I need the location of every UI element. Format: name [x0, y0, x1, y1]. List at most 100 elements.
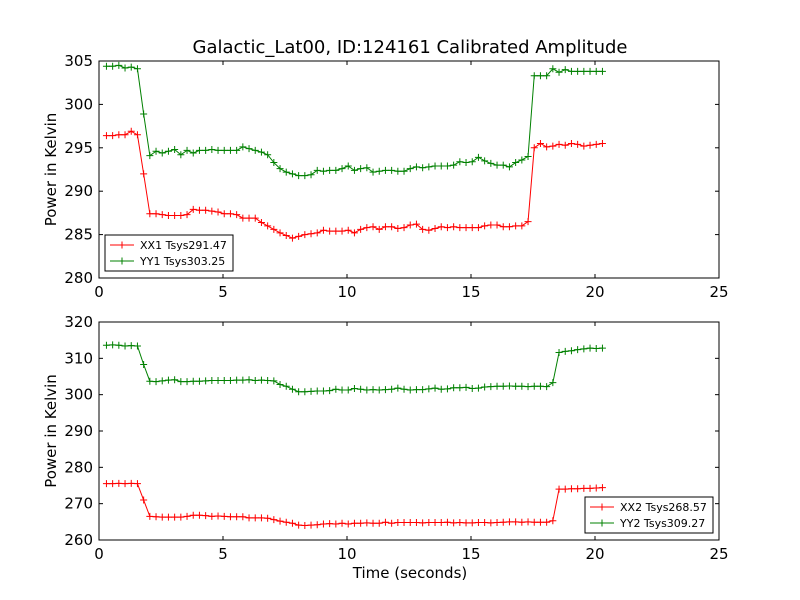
- bottom-series-1-point: [400, 519, 408, 527]
- bottom-series-1-point: [338, 519, 346, 527]
- top-x-tick-label: 0: [94, 283, 104, 301]
- bottom-series-2-point: [499, 382, 507, 390]
- top-series-2-point: [512, 159, 520, 167]
- top-series-1-point: [257, 218, 265, 226]
- bottom-series-2-point: [140, 361, 148, 369]
- top-series-1-point: [338, 227, 346, 235]
- bottom-series-1-point: [425, 519, 433, 527]
- bottom-series-1-point: [518, 518, 526, 526]
- bottom-series-2-point: [400, 385, 408, 393]
- bottom-series-1-point: [109, 480, 117, 488]
- top-series-1-point: [505, 223, 513, 231]
- bottom-series-2-point: [375, 386, 383, 394]
- top-y-tick-label: 290: [64, 182, 93, 200]
- bottom-legend-box: [584, 496, 714, 534]
- bottom-series-2-point: [146, 377, 154, 385]
- bottom-series-1-point: [586, 484, 594, 492]
- bottom-series-2-point: [419, 386, 427, 394]
- bottom-series-1-point: [419, 519, 427, 527]
- top-series-1-point: [264, 222, 272, 230]
- top-series-1-point: [543, 143, 551, 151]
- top-series-2-point: [443, 162, 451, 170]
- bottom-series-1-point: [313, 521, 321, 529]
- bottom-series-2-point: [158, 377, 166, 385]
- bottom-series-1-point: [505, 518, 513, 526]
- bottom-series-1-point: [208, 512, 216, 520]
- bottom-series-1-point: [239, 513, 247, 521]
- top-series-1-point: [214, 208, 222, 216]
- top-series-2-point: [549, 65, 557, 73]
- top-series-1-point: [419, 225, 427, 233]
- top-series-2-point: [567, 67, 575, 75]
- bottom-panel: 0 5 10 15 20 25 260 270 280 290 300 310 320 Power in…: [42, 313, 729, 582]
- bottom-series-2-point: [536, 382, 544, 390]
- top-series-2-point: [239, 143, 247, 151]
- bottom-series-1-point: [561, 485, 569, 493]
- top-series-2-point: [319, 167, 327, 175]
- bottom-series-1-point: [524, 518, 532, 526]
- top-series-1-point: [109, 132, 117, 140]
- top-series-1-point: [561, 141, 569, 149]
- bottom-series-2-point: [524, 383, 532, 391]
- top-series-1-point: [127, 127, 135, 135]
- top-series-1-point: [462, 224, 470, 232]
- bottom-series-2-point: [555, 349, 563, 357]
- bottom-series-1-point: [474, 519, 482, 527]
- top-series-2-point: [270, 159, 278, 167]
- bottom-series-2-point: [152, 378, 160, 386]
- top-series-1-point: [580, 142, 588, 150]
- top-series-2-point: [301, 172, 309, 180]
- top-series-2-point: [164, 147, 172, 155]
- bottom-series-2-point: [574, 346, 582, 354]
- bottom-series-2-point: [239, 376, 247, 384]
- top-legend-label: XX1 Tsys291.47: [140, 239, 227, 252]
- bottom-series-1-point: [326, 520, 334, 528]
- top-series-2-point: [195, 146, 203, 154]
- bottom-series-1-point: [443, 518, 451, 526]
- top-series-1-point: [326, 227, 334, 235]
- top-series-2-point: [555, 68, 563, 76]
- bottom-series-1-point: [450, 519, 458, 527]
- bottom-series-1-point: [251, 514, 259, 522]
- top-series-2-point: [152, 147, 160, 155]
- bottom-series-1-point: [233, 513, 241, 521]
- top-series-1-point: [524, 218, 532, 226]
- bottom-series-1-point: [177, 513, 185, 521]
- bottom-series-2-point: [208, 376, 216, 384]
- top-series-2-point: [220, 146, 228, 154]
- top-series-1-point: [344, 226, 352, 234]
- bottom-series-2-point: [406, 386, 414, 394]
- top-series-1-point: [518, 222, 526, 230]
- top-series-2-point: [276, 165, 284, 173]
- top-series-2-point: [313, 166, 321, 174]
- top-series-1-point: [450, 223, 458, 231]
- bottom-series-2-point: [456, 384, 464, 392]
- bottom-series-2-point: [450, 384, 458, 392]
- bottom-series-2-point: [530, 382, 538, 390]
- bottom-series-2-point: [102, 341, 110, 349]
- bottom-series-2-point: [369, 386, 377, 394]
- top-series-2-point: [177, 151, 185, 159]
- top-y-tick-label: 305: [64, 52, 93, 70]
- top-series-2-point: [493, 161, 501, 169]
- top-series-1-point: [369, 223, 377, 231]
- top-y-tick-label: 285: [64, 226, 93, 244]
- bottom-series-2-point: [412, 386, 420, 394]
- top-y-tick-label: 300: [64, 95, 93, 113]
- top-series-1-point: [388, 223, 396, 231]
- top-series-1-point: [512, 222, 520, 230]
- top-series-2-point: [214, 146, 222, 154]
- top-series-2-point: [524, 152, 532, 160]
- top-series-2-point: [115, 61, 123, 69]
- top-series-2-point: [530, 72, 538, 80]
- top-series-2-point: [208, 146, 216, 154]
- bottom-series-1-point: [574, 485, 582, 493]
- top-series-1-point: [598, 139, 606, 147]
- bottom-series-2-point: [481, 383, 489, 391]
- bottom-series-2-point: [257, 376, 265, 384]
- bottom-series-2-point: [164, 376, 172, 384]
- bottom-series-2-point: [115, 341, 123, 349]
- top-series-1-point: [468, 224, 476, 232]
- bottom-y-tick-label: 310: [64, 349, 93, 367]
- top-series-2-point: [574, 67, 582, 75]
